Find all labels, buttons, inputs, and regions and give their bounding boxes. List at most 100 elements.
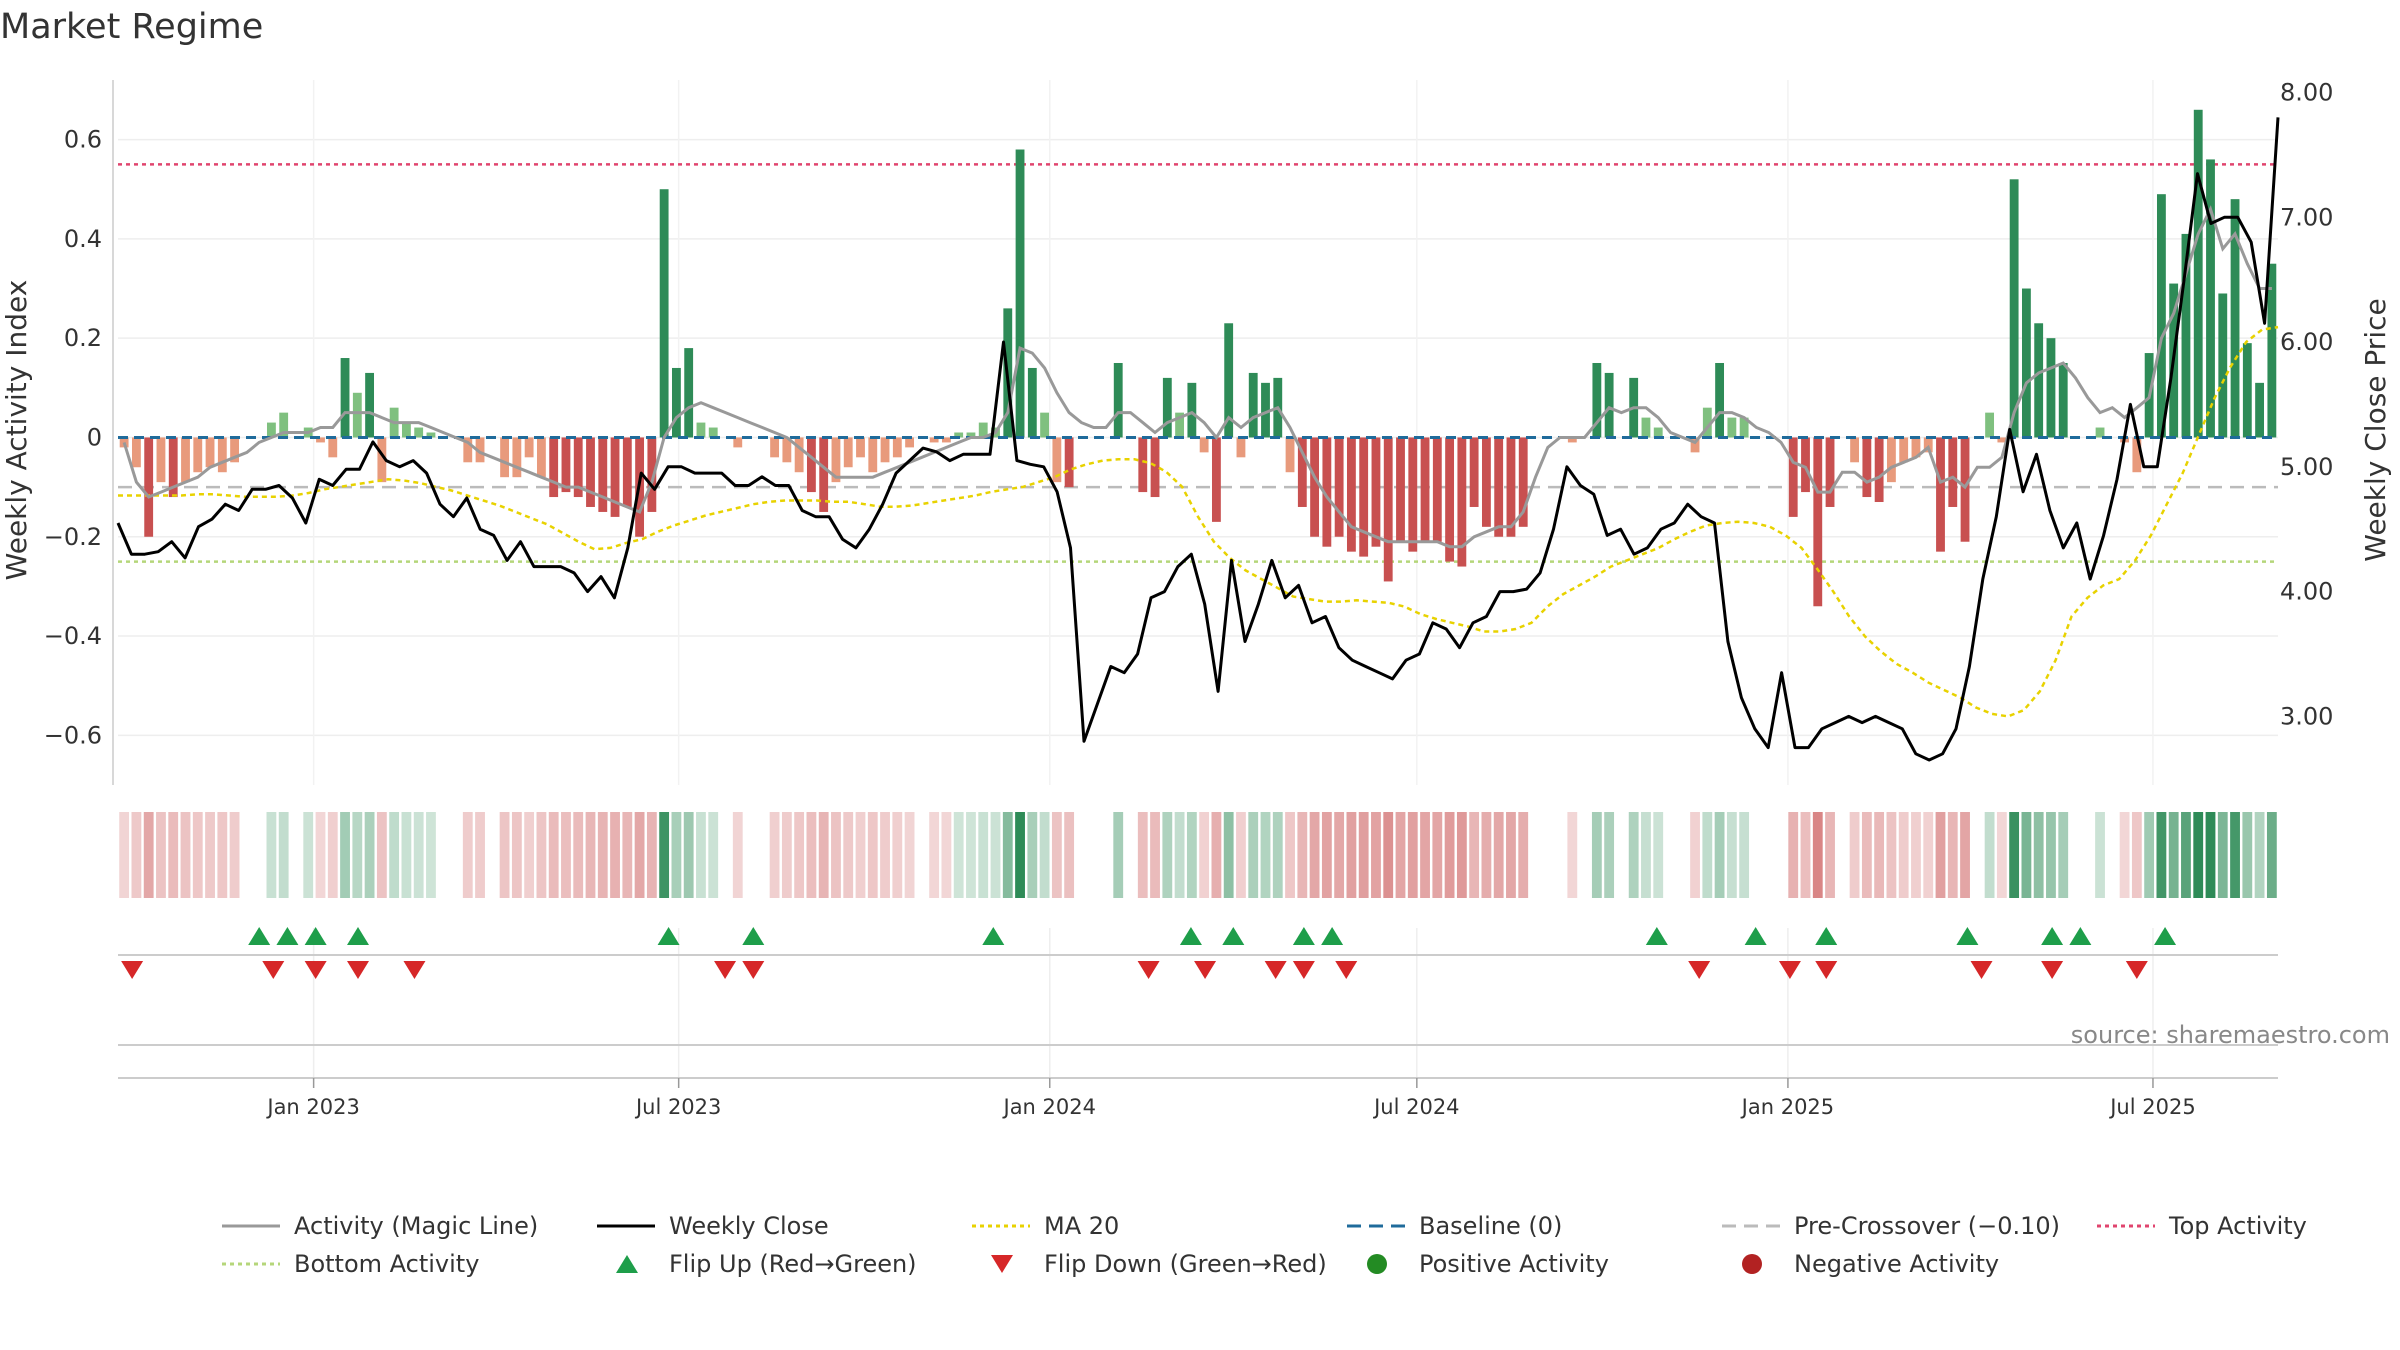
activity-bar bbox=[782, 437, 792, 463]
heat-cell bbox=[1677, 812, 1688, 898]
activity-bar bbox=[500, 437, 510, 478]
heat-cell bbox=[696, 812, 706, 898]
activity-bar bbox=[1310, 437, 1320, 537]
activity-bar bbox=[2058, 362, 2068, 438]
activity-bar bbox=[524, 437, 534, 458]
heat-cell bbox=[2230, 812, 2240, 898]
heat-cell bbox=[2242, 812, 2253, 898]
flip-down-marker bbox=[1292, 961, 1315, 979]
activity-bar bbox=[770, 437, 780, 458]
heat-cell bbox=[1211, 812, 1222, 898]
activity-bar bbox=[1518, 437, 1528, 527]
activity-bar bbox=[647, 437, 657, 512]
heat-cell bbox=[1530, 812, 1541, 898]
activity-bar bbox=[2218, 293, 2228, 438]
heat-cell bbox=[2205, 812, 2216, 898]
heat-cell bbox=[953, 812, 964, 898]
legend-swatch bbox=[1742, 1254, 1762, 1274]
heat-cell bbox=[1591, 812, 1602, 898]
activity-bar bbox=[168, 437, 178, 498]
heat-cell bbox=[205, 812, 215, 898]
activity-bar bbox=[1162, 377, 1172, 438]
flip-down-marker bbox=[1194, 961, 1217, 979]
heat-cell bbox=[1972, 812, 1983, 898]
heat-cell bbox=[2070, 812, 2081, 898]
ma20-line bbox=[118, 325, 2279, 718]
heat-cell bbox=[683, 812, 694, 898]
activity-bar bbox=[193, 437, 203, 473]
heat-cell bbox=[401, 812, 412, 898]
flip-up-marker bbox=[1292, 927, 1315, 945]
flip-up-marker bbox=[1744, 927, 1767, 945]
heat-cell bbox=[548, 812, 559, 898]
activity-bar bbox=[401, 422, 411, 438]
activity-bar bbox=[1985, 412, 1995, 438]
heat-cell bbox=[855, 812, 866, 898]
activity-bar bbox=[1641, 417, 1651, 438]
magic-line bbox=[122, 205, 2272, 549]
flip-down-marker bbox=[403, 961, 426, 979]
activity-bar bbox=[365, 372, 375, 438]
heat-cell bbox=[1874, 812, 1885, 898]
activity-bar bbox=[2267, 263, 2277, 438]
heat-cell bbox=[1506, 812, 1516, 898]
heat-cell bbox=[1702, 812, 1713, 898]
flip-up-marker bbox=[1956, 927, 1979, 945]
activity-bar bbox=[217, 437, 227, 473]
activity-bar bbox=[426, 432, 436, 438]
heat-cell bbox=[1309, 812, 1320, 898]
activity-bar bbox=[868, 437, 878, 473]
heat-cell bbox=[524, 812, 535, 898]
activity-bar bbox=[1690, 437, 1700, 453]
legend-label: Positive Activity bbox=[1419, 1250, 1609, 1278]
activity-bar bbox=[1371, 437, 1381, 547]
x-tick-label: Jan 2023 bbox=[265, 1095, 360, 1119]
activity-bar bbox=[2193, 109, 2203, 438]
heat-cell bbox=[426, 812, 436, 898]
heat-cell bbox=[1825, 812, 1835, 898]
heat-cell bbox=[266, 812, 277, 898]
activity-bar bbox=[1850, 437, 1860, 463]
activity-bar bbox=[1702, 407, 1712, 438]
heat-cell bbox=[1935, 812, 1946, 898]
activity-bar bbox=[2230, 199, 2240, 438]
legend-label: Bottom Activity bbox=[294, 1250, 479, 1278]
activity-bar bbox=[708, 427, 718, 438]
activity-bar bbox=[131, 437, 141, 468]
legend-label: Weekly Close bbox=[669, 1212, 829, 1240]
heat-cell bbox=[2193, 812, 2204, 898]
heat-cell bbox=[1137, 812, 1148, 898]
heat-cell bbox=[303, 812, 314, 898]
flip-down-marker bbox=[1970, 961, 1993, 979]
activity-bar bbox=[328, 437, 338, 458]
activity-bar bbox=[2255, 382, 2265, 438]
heat-cell bbox=[1800, 812, 1811, 898]
heat-cell bbox=[708, 812, 719, 898]
activity-bar bbox=[2206, 159, 2215, 438]
heat-cell bbox=[511, 812, 522, 898]
legend-item: Top Activity bbox=[2097, 1212, 2307, 1240]
activity-bar bbox=[966, 432, 976, 438]
activity-bar bbox=[2095, 427, 2105, 438]
y-left-tick-label: 0 bbox=[87, 423, 102, 451]
activity-bar bbox=[1187, 382, 1197, 438]
legend-item: Pre-Crossover (−0.10) bbox=[1722, 1212, 2060, 1240]
y-left-tick-label: −0.2 bbox=[44, 523, 102, 551]
heat-cell bbox=[1567, 812, 1578, 898]
heat-cell bbox=[2168, 812, 2179, 898]
activity-bar bbox=[144, 437, 154, 537]
heat-cell bbox=[1984, 812, 1995, 898]
heat-cell bbox=[180, 812, 191, 898]
chart-title: Market Regime bbox=[0, 7, 263, 47]
heat-cell bbox=[1812, 812, 1823, 898]
heat-cell bbox=[622, 812, 633, 898]
activity-bar bbox=[1948, 437, 1958, 507]
activity-bar bbox=[1445, 437, 1455, 562]
heat-cell bbox=[1334, 812, 1345, 898]
heat-cell bbox=[1321, 812, 1332, 898]
heat-cell bbox=[327, 812, 338, 898]
y-right-tick-label: 4.00 bbox=[2280, 578, 2333, 606]
y-right-tick-label: 3.00 bbox=[2280, 702, 2333, 730]
activity-bar bbox=[536, 437, 546, 478]
y-left-tick-label: 0.4 bbox=[64, 225, 102, 253]
